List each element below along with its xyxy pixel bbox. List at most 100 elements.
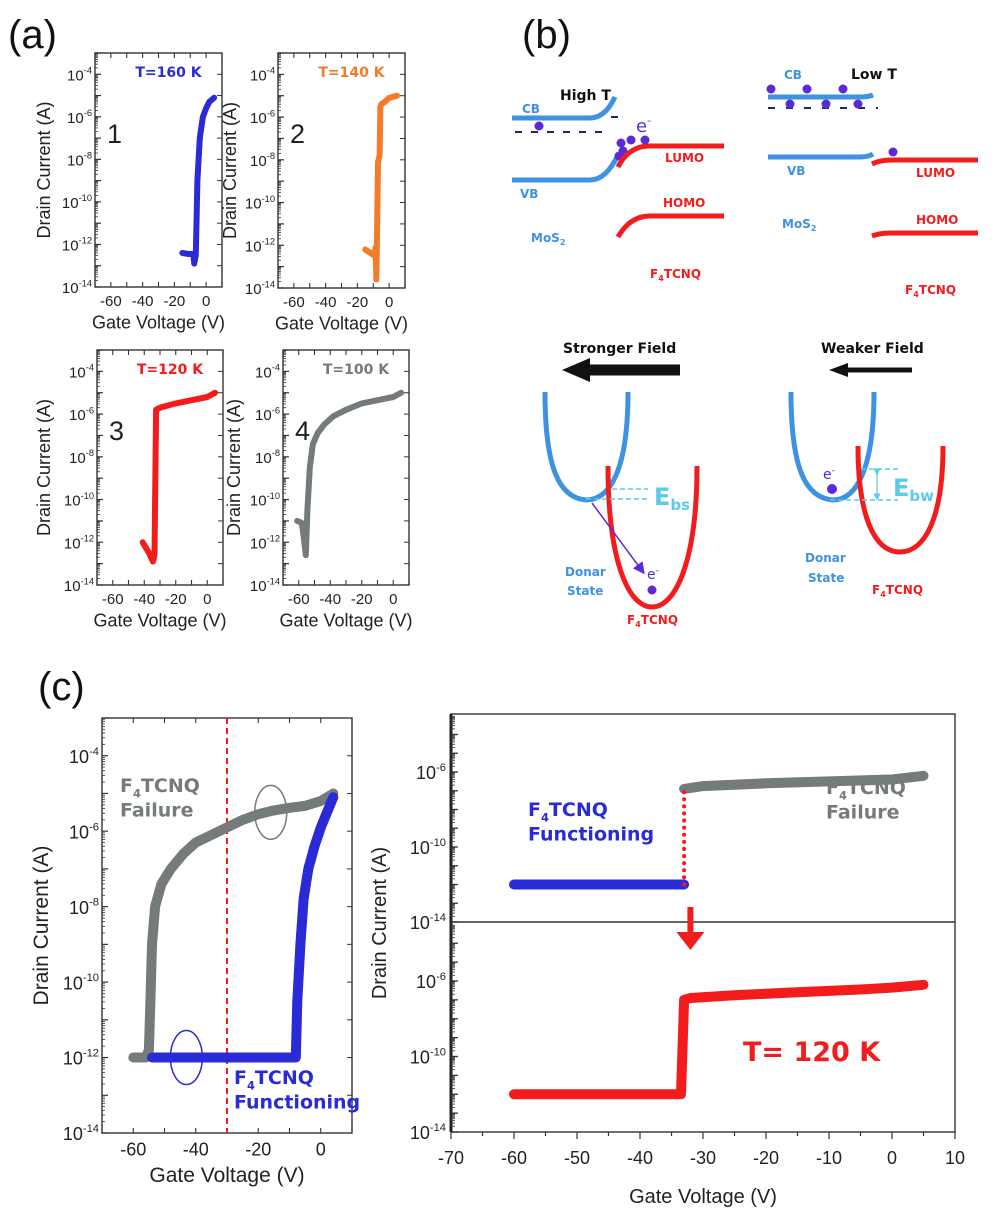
y-tick-label: 10-10: [64, 491, 94, 510]
y-tick-label: 10-12: [64, 534, 94, 553]
chart-a4: 10-4 10-6 10-8 10-10 10-12 10-14 -60 -40 -20 0 Gat…: [224, 349, 413, 630]
functioning-label: F4TCNQ: [528, 799, 608, 825]
cb-band-high: [512, 95, 618, 121]
electron-dot: [853, 99, 863, 109]
series-line-a2: [362, 92, 401, 283]
panel-number: 4: [295, 416, 310, 446]
y-tick-label: 10-14: [410, 912, 446, 933]
panel-number: 3: [109, 416, 124, 446]
lumo-label-low: LUMO: [916, 166, 955, 180]
electron-dot: [821, 99, 831, 109]
homo-band-low: [871, 230, 978, 239]
energy-ebw-label: Ebw: [893, 474, 934, 505]
panel-label-a: (a): [8, 13, 57, 57]
mos2-label-high: MoS2: [531, 231, 565, 247]
low-t-title: Low T: [851, 67, 897, 83]
y-tick-label: 10-8: [255, 448, 280, 467]
y-tick-label: 10-14: [64, 576, 94, 595]
y-tick-label: 10-8: [69, 897, 99, 918]
x-tick-label: -60: [501, 1148, 527, 1168]
plot-frame: [277, 52, 406, 289]
x-tick-label: -20: [351, 591, 373, 608]
vb-band-high: [512, 153, 621, 183]
chart-title: T=120 K: [137, 362, 204, 378]
x-tick-label: -40: [132, 293, 154, 310]
series-failure: [128, 788, 339, 1063]
stronger-field-title: Stronger Field: [563, 341, 676, 357]
y-tick-label: 10-10: [410, 837, 446, 858]
x-axis-label: Gate Voltage (V): [279, 610, 412, 630]
x-tick-label: 0: [389, 591, 397, 608]
y-tick-label: 10-8: [69, 448, 94, 467]
y-tick-label: 10-6: [255, 405, 280, 424]
chart-title: T=160 K: [135, 65, 202, 81]
electron-dot: [534, 121, 544, 131]
y-tick-label: 10-12: [250, 534, 280, 553]
panel-number: 1: [107, 119, 122, 149]
lumo-band-high: [615, 143, 724, 169]
x-tick-label: 0: [203, 591, 211, 608]
x-tick-label: -30: [690, 1148, 716, 1168]
functioning-label: F4TCNQ: [234, 1067, 314, 1093]
vb-label-high: VB: [520, 187, 538, 201]
x-tick-label: 0: [316, 1140, 326, 1160]
y-tick-label: 10-14: [63, 1123, 99, 1144]
electron-dot: [802, 84, 812, 94]
chart-c-left: 10-4 10-6 10-8 10-10 10-12 10-14 -60 -40 -20 0 Gat…: [30, 717, 360, 1187]
x-tick-label: -60: [120, 1140, 146, 1160]
x-tick-label: -40: [627, 1148, 653, 1168]
y-tick-label: 10-4: [67, 66, 92, 85]
y-axis-label: Drain Current (A): [34, 399, 54, 536]
chart-a2: 10-4 10-6 10-8 10-10 10-12 10-14 -60 -40 -20 0 Gat…: [220, 52, 408, 333]
vb-label-low: VB: [787, 164, 805, 178]
y-axis-label: Drain Current (A): [369, 847, 391, 999]
electron-dot: [640, 135, 650, 145]
donor-state-label: Donar: [805, 551, 846, 565]
panel-label-b: (b): [522, 13, 571, 57]
electron-dot: [888, 147, 898, 157]
x-tick-label: -50: [564, 1148, 590, 1168]
diagram-weaker-field: Weaker Field Ebw e- Donar State F4TCNQ: [788, 341, 946, 599]
x-tick-label: -60: [100, 293, 122, 310]
x-tick-label: -20: [753, 1148, 779, 1168]
x-tick-label: 0: [385, 294, 393, 311]
y-tick-label: 10-14: [410, 1122, 446, 1143]
y-tick-label: 10-6: [69, 405, 94, 424]
donor-state-label: Donar: [565, 565, 606, 579]
x-axis-label: Gate Voltage (V): [92, 312, 225, 332]
x-tick-label: 0: [887, 1148, 897, 1168]
panel-label-c: (c): [38, 665, 85, 709]
weaker-field-title: Weaker Field: [821, 341, 924, 357]
x-tick-label: 10: [945, 1148, 965, 1168]
high-t-title: High T: [560, 88, 611, 104]
series-line-a3: [139, 389, 219, 565]
series-line-a1: [179, 94, 218, 267]
y-tick-label: 10-12: [62, 236, 92, 255]
y-tick-label: 10-12: [63, 1048, 99, 1069]
y-tick-label: 10-14: [245, 279, 275, 298]
y-axis-label: Drain Current (A): [220, 102, 240, 239]
electron-dot: [785, 99, 795, 109]
electron-dot: [616, 138, 626, 148]
y-tick-label: 10-14: [250, 576, 280, 595]
cb-label-high: CB: [522, 102, 540, 116]
y-tick-label: 10-10: [245, 194, 275, 213]
cb-label-low: CB: [784, 68, 802, 82]
chart-title: T=100 K: [323, 362, 390, 378]
donor-state-label-2: State: [567, 584, 603, 598]
x-tick-label: -60: [102, 591, 124, 608]
f4tcnq-label-weak: F4TCNQ: [872, 583, 923, 599]
series-t120: [509, 979, 929, 1100]
y-tick-label: 10-6: [416, 762, 446, 783]
electron-dot: [766, 84, 776, 94]
diagram-high-t: High T CB VB e- LUMO HOMO MoS2 F4TCNQ: [512, 88, 724, 283]
y-axis-label: Drain Current (A): [224, 399, 244, 536]
y-tick-label: 10-10: [250, 491, 280, 510]
f4tcnq-label-low: F4TCNQ: [905, 283, 956, 299]
chart-a3: 10-4 10-6 10-8 10-10 10-12 10-14 -60 -40 -20 0 Gat…: [34, 349, 227, 630]
homo-label-low: HOMO: [916, 213, 958, 227]
series-f4tcnq-failure: [679, 770, 929, 794]
field-arrow-head: [829, 363, 848, 377]
f4tcnq-label-strong: F4TCNQ: [627, 613, 678, 629]
